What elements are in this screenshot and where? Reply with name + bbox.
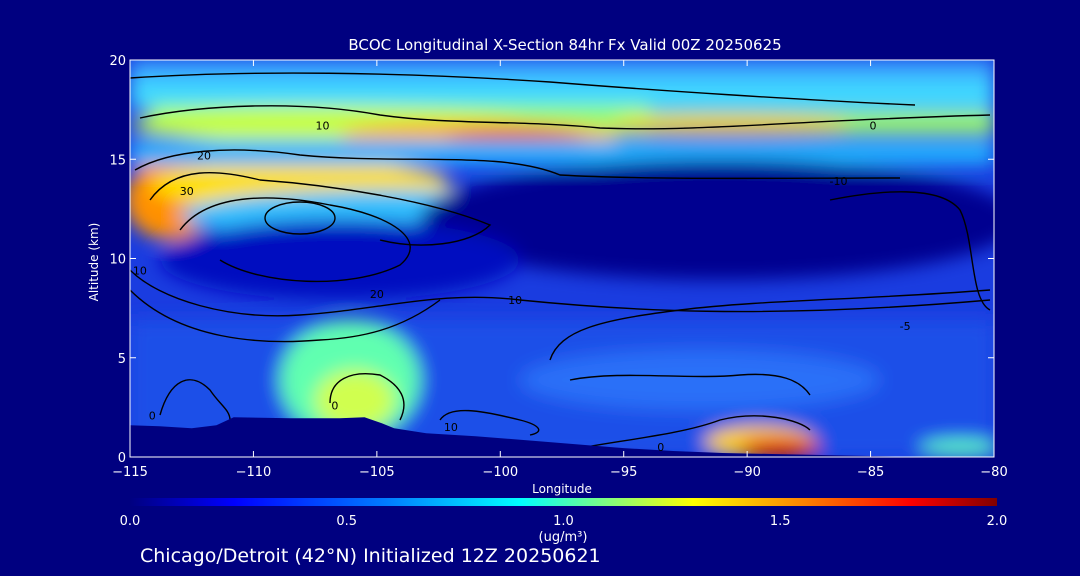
- contour-label: -5: [900, 320, 911, 333]
- x-tick-label: −115: [112, 465, 148, 480]
- x-tick-label: −90: [733, 465, 760, 480]
- contour-label: 10: [444, 421, 458, 434]
- field-dark-core-left: [160, 220, 520, 300]
- contour-label: 0: [657, 441, 664, 454]
- field-mid-band: [130, 140, 994, 165]
- contour-line: [159, 379, 231, 421]
- contour-line: [130, 269, 991, 317]
- plot-area: 10 20 30 10 20 10 -10 0 -5 0 0 10 0: [130, 60, 994, 457]
- y-axis: 0 5 10 15 20: [109, 54, 994, 466]
- contour-line: [329, 373, 405, 421]
- contour-line: [130, 289, 441, 343]
- field-dark-core-right: [420, 160, 994, 280]
- contour-label: 10: [316, 120, 330, 133]
- contour-label: -10: [829, 175, 847, 188]
- colorbar-tick-label: 1.0: [553, 514, 574, 529]
- x-tick-label: −105: [359, 465, 395, 480]
- y-axis-label: Altitude (km): [87, 223, 101, 302]
- colorbar-tick-label: 1.5: [770, 514, 791, 529]
- colorbar-unit-label: (ug/m³): [539, 530, 588, 545]
- contour-line: [264, 201, 336, 235]
- contour-line: [569, 415, 811, 451]
- contour-label: 10: [508, 294, 522, 307]
- field-lower-mid: [520, 350, 880, 410]
- contour-line: [149, 171, 492, 246]
- contour-line: [179, 197, 411, 283]
- contour-line: [569, 373, 811, 396]
- footer-caption: Chicago/Detroit (42°N) Initialized 12Z 2…: [140, 545, 601, 567]
- y-tick-label: 15: [109, 153, 126, 168]
- colorbar: 0.0 0.5 1.0 1.5 2.0 (ug/m³): [120, 498, 1008, 545]
- contour-line: [130, 72, 916, 106]
- contour-label: 20: [197, 149, 211, 162]
- contour-label: 0: [331, 399, 338, 412]
- y-tick-label: 5: [118, 352, 126, 367]
- contour-labels: 10 20 30 10 20 10 -10 0 -5 0 0 10 0: [133, 120, 911, 455]
- terrain-mask: [130, 417, 994, 457]
- contour-line: [439, 409, 540, 436]
- field-top-band: [130, 60, 994, 80]
- contour-lines: [130, 72, 991, 451]
- x-tick-label: −80: [980, 465, 1007, 480]
- contour-line: [139, 105, 991, 130]
- y-tick-label: 0: [118, 451, 126, 466]
- colorbar-tick-label: 2.0: [987, 514, 1008, 529]
- field-surface-right: [920, 440, 994, 456]
- x-tick-label: −100: [482, 465, 518, 480]
- contour-line: [134, 149, 901, 180]
- x-axis: −115 −110 −105 −100 −95 −90 −85 −80: [112, 60, 1008, 480]
- contour-line: [549, 289, 991, 361]
- contour-label: 20: [370, 288, 384, 301]
- y-tick-label: 20: [109, 54, 126, 69]
- x-axis-label: Longitude: [532, 482, 592, 496]
- x-tick-label: −85: [857, 465, 884, 480]
- contour-label: 0: [870, 120, 877, 133]
- y-tick-label: 10: [109, 253, 126, 268]
- field-surface-red: [740, 438, 820, 457]
- x-tick-label: −110: [236, 465, 272, 480]
- contour-line: [829, 191, 991, 311]
- contour-label: 0: [149, 409, 156, 422]
- colorbar-ticks: 0.0 0.5 1.0 1.5 2.0: [120, 514, 1008, 529]
- contour-label: 30: [180, 185, 194, 198]
- colorbar-bar: [130, 498, 997, 506]
- x-tick-label: −95: [610, 465, 637, 480]
- field-upper-right-yellow: [610, 116, 850, 134]
- colorbar-tick-label: 0.0: [120, 514, 141, 529]
- concentration-field: [130, 60, 994, 457]
- colorbar-tick-label: 0.5: [336, 514, 357, 529]
- contour-label: 10: [133, 264, 147, 277]
- chart-title: BCOC Longitudinal X-Section 84hr Fx Vali…: [348, 36, 781, 54]
